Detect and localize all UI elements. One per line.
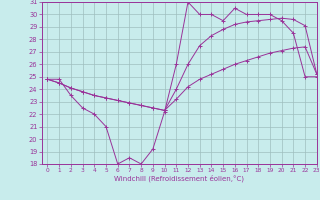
- X-axis label: Windchill (Refroidissement éolien,°C): Windchill (Refroidissement éolien,°C): [114, 175, 244, 182]
